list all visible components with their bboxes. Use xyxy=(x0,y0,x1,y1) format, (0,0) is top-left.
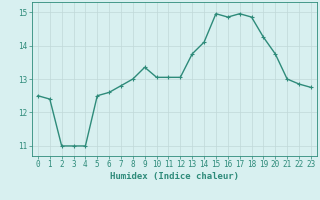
X-axis label: Humidex (Indice chaleur): Humidex (Indice chaleur) xyxy=(110,172,239,181)
